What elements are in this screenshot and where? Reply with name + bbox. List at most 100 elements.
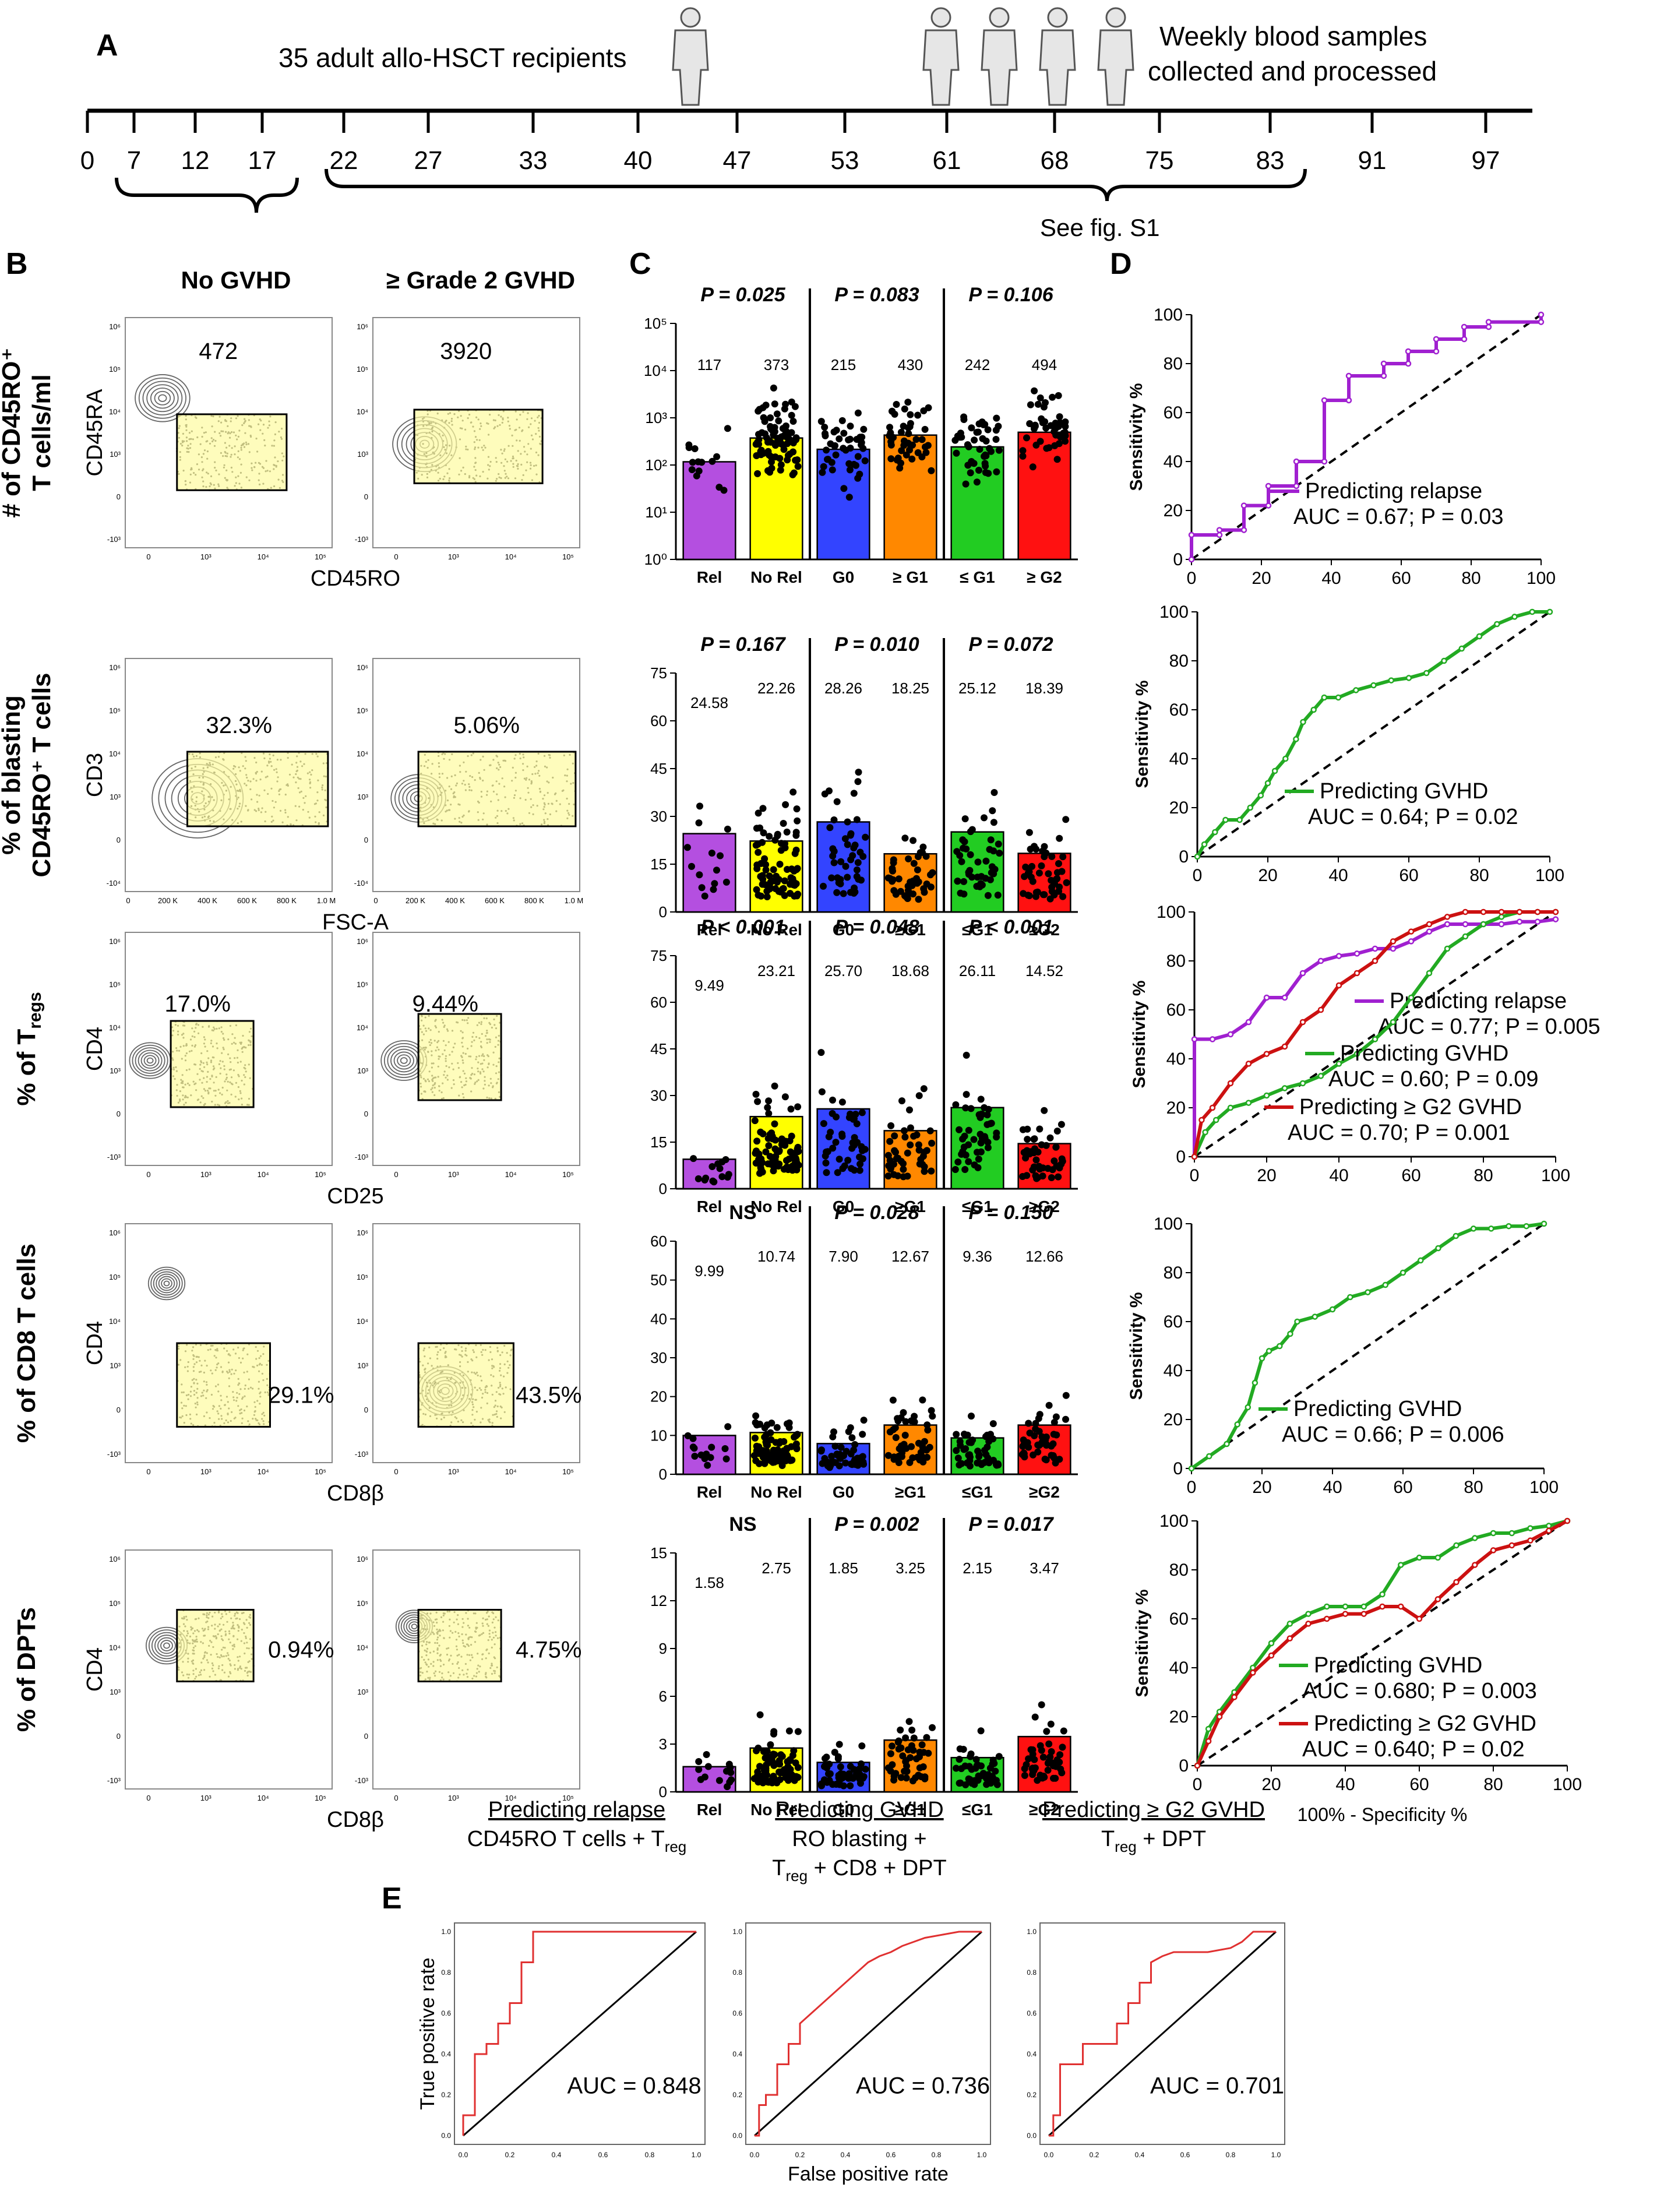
bar-data-point <box>887 1164 895 1172</box>
model-title-3-text: T <box>772 1856 785 1880</box>
roc-curve-point <box>1461 336 1468 343</box>
bar-data-point <box>722 1455 730 1463</box>
bar-data-point <box>1023 1147 1031 1154</box>
bar-data-point <box>1056 834 1063 842</box>
roc-legend-name: Predicting ≥ G2 GVHD <box>1314 1711 1536 1736</box>
bar-y-tick-label: 30 <box>650 1349 667 1366</box>
model-x-tick-label: 0.8 <box>645 2151 655 2159</box>
roc-x-tick-label: 0 <box>1187 569 1197 588</box>
bar-data-point <box>831 1749 838 1756</box>
roc-curve-point <box>1506 1223 1512 1230</box>
bar-data-point <box>703 1751 710 1758</box>
roc-y-tick-label: 20 <box>1164 501 1183 520</box>
roc-legend-auc: AUC = 0.64; P = 0.02 <box>1308 805 1518 829</box>
roc-y-tick-label: 20 <box>1164 1410 1183 1429</box>
bar-data-point <box>996 850 1003 857</box>
model-x-tick-label: 0.0 <box>750 2151 760 2159</box>
model-reference-diagonal <box>1048 1931 1277 2137</box>
roc-y-tick-label: 0 <box>1176 1147 1186 1167</box>
model-y-axis-label: True positive rate <box>417 1957 439 2109</box>
roc-curve-point <box>1498 914 1505 920</box>
roc-curve-point <box>1286 1621 1293 1627</box>
bar-data-point <box>975 428 982 436</box>
bar-category-label: G0 <box>833 1483 854 1501</box>
bar-data-point <box>763 893 771 900</box>
bar-data-point <box>753 865 761 872</box>
roc-curve-point <box>1191 1036 1198 1042</box>
bar-value-label: 22.26 <box>757 679 795 697</box>
model-y-tick-label: 0.4 <box>1027 2050 1037 2058</box>
bar-data-point <box>854 453 862 460</box>
flow-x-tick: 0 <box>394 552 398 561</box>
bar-data-point <box>981 1135 989 1142</box>
flow-x-tick: 10³ <box>200 1170 211 1179</box>
bar-data-point <box>783 1451 791 1459</box>
bar-data-point <box>789 788 797 796</box>
flow-y-tick: 10⁵ <box>109 1273 121 1281</box>
roc-legend-auc: AUC = 0.66; P = 0.006 <box>1282 1422 1504 1447</box>
bar-data-point <box>776 1776 784 1783</box>
bar-data-point <box>884 1151 892 1159</box>
flow-y-tick: 10⁶ <box>357 322 368 331</box>
flow-y-tick: 10⁶ <box>109 1228 121 1237</box>
flow-contour <box>142 381 183 415</box>
roc-curve-point <box>1281 994 1288 1001</box>
roc-curve-point <box>1418 1257 1424 1264</box>
bar-data-point <box>840 429 848 437</box>
flow-contour <box>132 1044 168 1077</box>
roc-curve-point <box>1398 1562 1404 1568</box>
roc-curve <box>1193 910 1556 1158</box>
bar-data-point <box>889 407 896 415</box>
bar-data-point <box>887 1750 894 1757</box>
model-title-2: Treg + DPT <box>1101 1827 1206 1855</box>
timeline-day-label: 53 <box>831 146 859 175</box>
timeline-day-label: 33 <box>519 146 548 175</box>
bar-data-point <box>845 1774 852 1782</box>
roc-curve-point <box>1209 1104 1216 1111</box>
bar-data-point <box>967 851 974 858</box>
roc-curve-point <box>1405 360 1412 367</box>
bar-data-point <box>1031 1756 1038 1763</box>
bar-data-point <box>854 1456 862 1463</box>
person-icon-head <box>1105 7 1126 28</box>
bar-data-point <box>716 1165 724 1172</box>
roc-curve-point <box>1516 908 1523 915</box>
flow-y-tick: 10⁵ <box>109 980 121 989</box>
bar-data-point <box>850 790 858 797</box>
bar-data-point <box>847 1763 854 1770</box>
roc-curve-point <box>1441 657 1447 664</box>
flow-x-tick: 10³ <box>448 552 459 561</box>
bar-data-point <box>920 1085 928 1093</box>
bar-data-point <box>1055 860 1062 867</box>
bar-data-point <box>771 1751 778 1758</box>
bar-data-point <box>851 1441 859 1448</box>
bar-pvalue: P = 0.002 <box>834 1513 919 1535</box>
bar-data-point <box>842 1447 850 1455</box>
bar-data-point <box>972 1764 979 1772</box>
roc-curve-point <box>1423 670 1430 677</box>
bar-data-point <box>1062 816 1070 823</box>
roc-legend-name: Predicting relapse <box>1390 989 1567 1013</box>
bar-data-point <box>759 880 766 888</box>
flow-x-tick: 400 K <box>198 896 217 905</box>
bar-data-point <box>817 1447 825 1455</box>
bar-data-point <box>914 866 921 873</box>
bar-data-point <box>995 446 1003 454</box>
bar-data-point <box>929 1724 936 1731</box>
bar-data-point <box>908 455 916 463</box>
bar-data-point <box>993 468 1000 475</box>
bar-value-label: 373 <box>764 356 789 374</box>
bar-data-point <box>887 438 895 446</box>
bar-data-point <box>724 825 731 833</box>
bar-data-point <box>764 1104 771 1111</box>
flow-contour <box>157 1637 176 1654</box>
roc-curve-point <box>1546 1527 1552 1534</box>
bar-pvalue: P = 0.025 <box>700 284 785 306</box>
roc-curve-point <box>1353 970 1360 977</box>
bar-data-point <box>1024 892 1032 899</box>
flow-y-tick: 0 <box>117 1406 121 1414</box>
bar-data-point <box>839 1165 847 1172</box>
roc-x-tick-label: 20 <box>1258 866 1277 885</box>
